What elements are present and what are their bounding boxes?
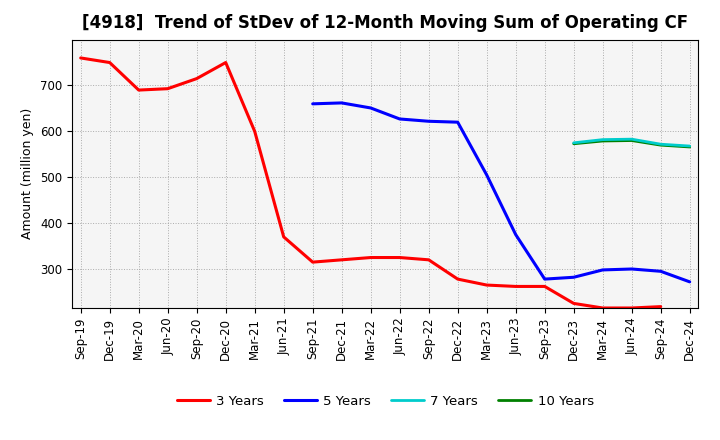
Line: 3 Years: 3 Years — [81, 58, 661, 308]
10 Years — [570, 141, 578, 147]
Y-axis label: Amount (million yen): Amount (million yen) — [22, 108, 35, 239]
5 Years — [454, 120, 462, 125]
5 Years — [598, 267, 607, 272]
7 Years — [657, 142, 665, 147]
3 Years — [482, 282, 491, 288]
3 Years — [657, 304, 665, 309]
7 Years — [627, 136, 636, 142]
7 Years — [598, 137, 607, 142]
3 Years — [163, 86, 172, 92]
5 Years — [424, 119, 433, 124]
10 Years — [685, 144, 694, 150]
5 Years — [627, 266, 636, 271]
3 Years — [570, 301, 578, 306]
3 Years — [395, 255, 404, 260]
3 Years — [511, 284, 520, 289]
Line: 5 Years: 5 Years — [312, 103, 690, 282]
3 Years — [598, 305, 607, 311]
10 Years — [627, 138, 636, 143]
3 Years — [541, 284, 549, 289]
5 Years — [338, 100, 346, 106]
3 Years — [366, 255, 375, 260]
10 Years — [598, 138, 607, 143]
10 Years — [657, 143, 665, 148]
3 Years — [308, 260, 317, 265]
3 Years — [251, 129, 259, 134]
5 Years — [395, 116, 404, 121]
Line: 10 Years: 10 Years — [574, 140, 690, 147]
Title: [4918]  Trend of StDev of 12-Month Moving Sum of Operating CF: [4918] Trend of StDev of 12-Month Moving… — [82, 15, 688, 33]
3 Years — [424, 257, 433, 263]
5 Years — [511, 232, 520, 237]
5 Years — [541, 276, 549, 282]
3 Years — [279, 234, 288, 239]
7 Years — [570, 140, 578, 146]
3 Years — [76, 55, 85, 61]
3 Years — [135, 88, 143, 93]
5 Years — [308, 101, 317, 106]
3 Years — [454, 276, 462, 282]
3 Years — [627, 305, 636, 311]
3 Years — [221, 60, 230, 65]
5 Years — [366, 105, 375, 110]
5 Years — [570, 275, 578, 280]
3 Years — [105, 60, 114, 65]
3 Years — [192, 76, 201, 81]
Line: 7 Years: 7 Years — [574, 139, 690, 146]
5 Years — [482, 172, 491, 178]
3 Years — [338, 257, 346, 263]
5 Years — [657, 269, 665, 274]
7 Years — [685, 143, 694, 149]
5 Years — [685, 279, 694, 285]
Legend: 3 Years, 5 Years, 7 Years, 10 Years: 3 Years, 5 Years, 7 Years, 10 Years — [171, 390, 599, 413]
